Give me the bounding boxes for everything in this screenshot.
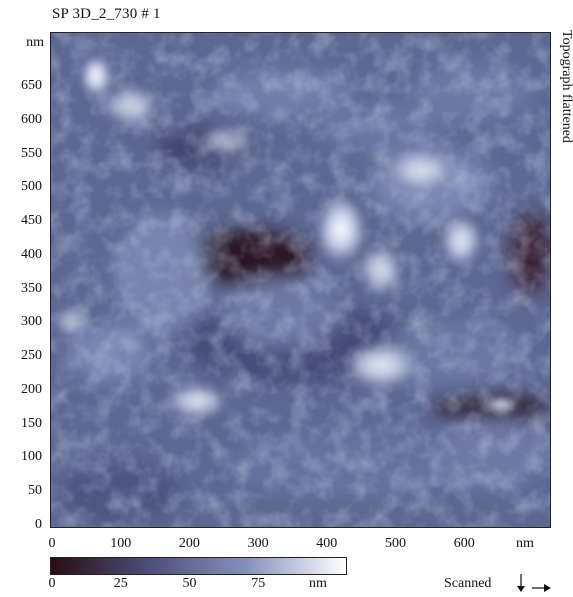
x-tick-label: 600: [453, 536, 475, 551]
y-tick-label: 200: [21, 381, 42, 397]
scan-direction-label: Scanned: [444, 576, 492, 591]
x-tick-label: 0: [48, 536, 56, 551]
y-tick-label: 250: [21, 348, 42, 364]
y-tick-label: 0: [35, 517, 42, 532]
height-colorbar: [50, 557, 347, 575]
topograph-label: Topograph flattened: [559, 30, 573, 143]
topography-surface: [51, 33, 550, 527]
x-tick-label: 200: [178, 536, 200, 551]
x-tick-label: 400: [316, 536, 338, 551]
y-tick-label: 150: [21, 415, 42, 431]
y-tick-label: 500: [21, 179, 42, 195]
x-tick-label: 100: [110, 536, 132, 551]
y-tick-label: 600: [21, 111, 42, 127]
colorbar-tick-label: 75: [251, 576, 266, 591]
x-tick-label: 300: [247, 536, 269, 551]
x-axis-unit: nm: [516, 536, 534, 551]
y-tick-label: 100: [21, 449, 42, 465]
y-tick-label: 450: [21, 213, 42, 229]
y-tick-label: 300: [21, 314, 42, 330]
y-tick-label: 650: [21, 78, 42, 93]
y-tick-label: 400: [21, 246, 42, 262]
colorbar-tick-label: 50: [182, 576, 197, 591]
colorbar-tick-label: 25: [113, 576, 128, 591]
y-axis-unit: nm: [26, 35, 44, 50]
scan-direction-arrows-icon: [517, 574, 551, 592]
y-tick-label: 50: [28, 483, 42, 499]
afm-topography-image: [50, 32, 551, 528]
colorbar-unit: nm: [309, 576, 327, 591]
colorbar-tick-label: 0: [48, 576, 56, 591]
x-tick-label: 500: [385, 536, 406, 551]
y-tick-label: 550: [21, 145, 42, 161]
y-tick-label: 350: [21, 280, 42, 296]
image-title: SP 3D_2_730 # 1: [52, 6, 161, 22]
